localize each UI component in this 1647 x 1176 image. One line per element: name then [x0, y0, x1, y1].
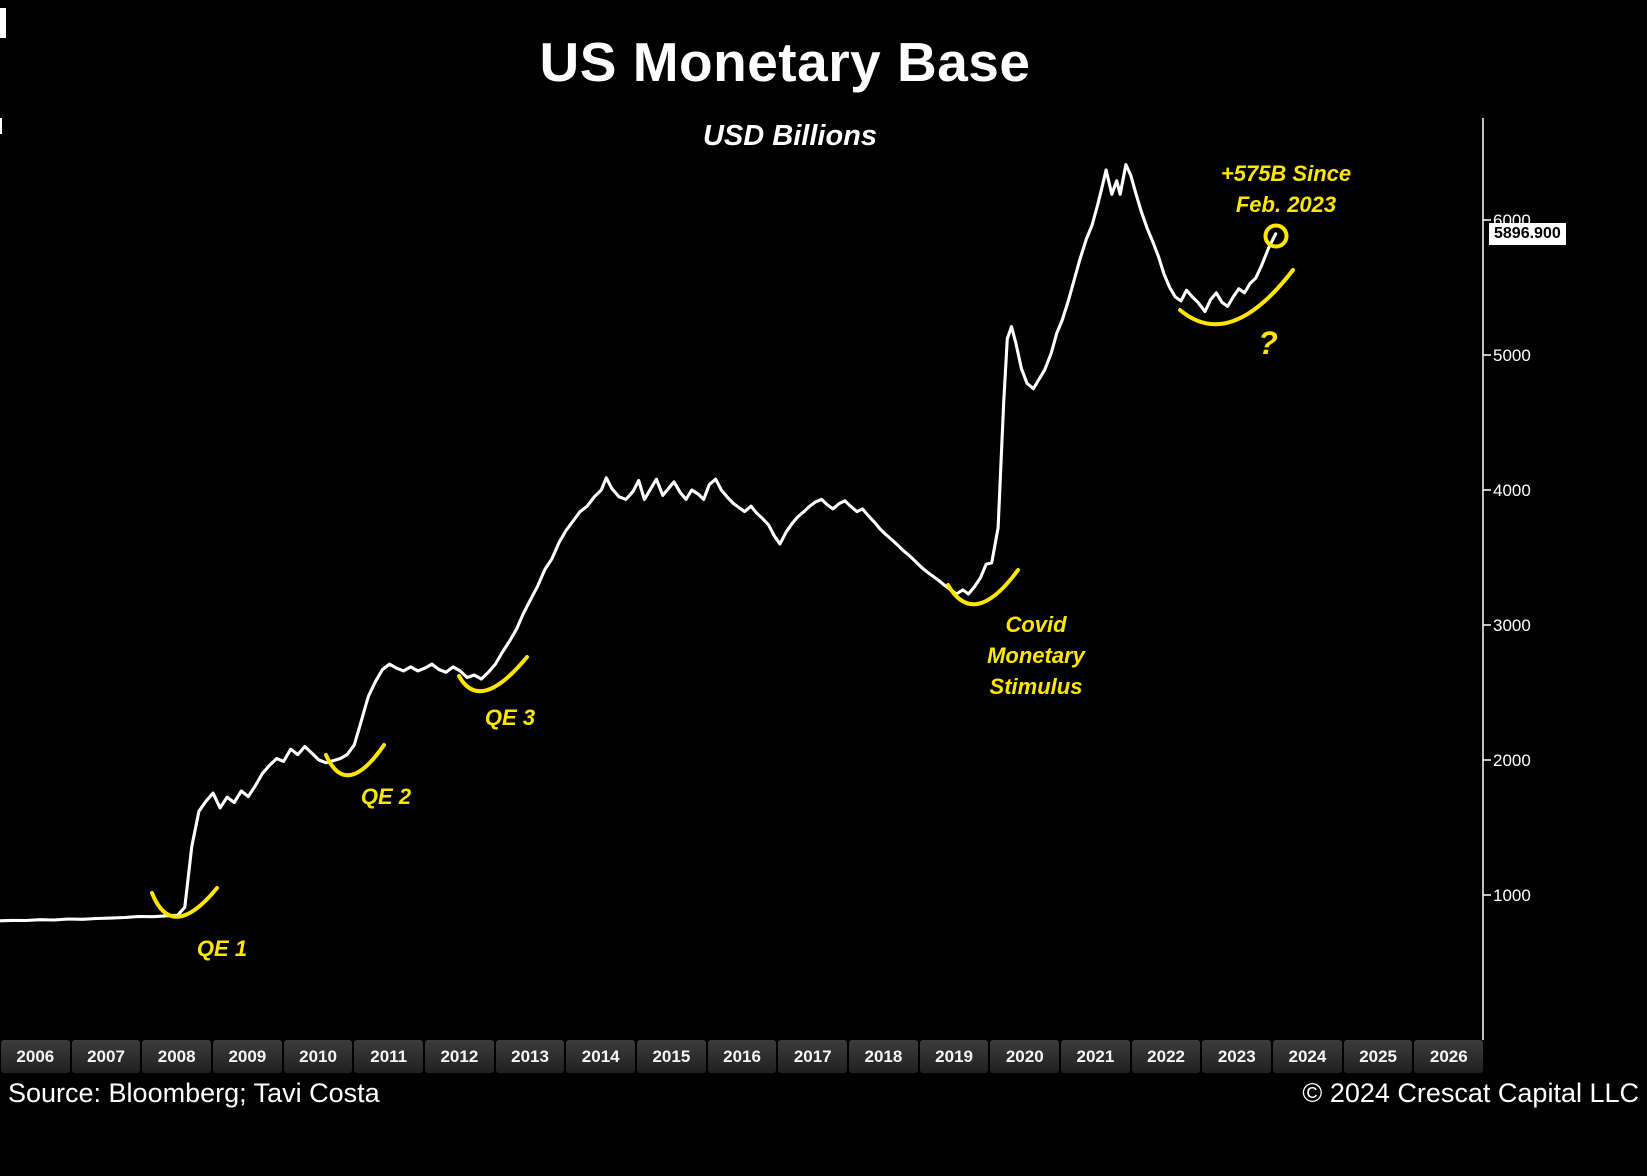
- last-price-tag: 5896.900: [1489, 222, 1566, 245]
- x-axis-year-label: 2018: [849, 1040, 918, 1073]
- monetary-base-line: [0, 163, 1278, 923]
- since-feb-label-line1: +575B Since: [1221, 161, 1351, 186]
- qe2-label: QE 2: [361, 784, 412, 809]
- covid-arc: [946, 568, 1020, 607]
- y-tick-label: 1000: [1493, 886, 1531, 905]
- x-axis-year-strip: 2006 2007 2008 2009 2010 2011 2012 2013 2014 2015…: [0, 1040, 1484, 1073]
- covid-label-line3: Stimulus: [990, 674, 1083, 699]
- y-tick-label: 2000: [1493, 751, 1531, 770]
- question-mark-label: ?: [1258, 325, 1278, 361]
- x-axis-year-label: 2016: [707, 1040, 777, 1073]
- x-axis-year-label: 2017: [778, 1040, 848, 1073]
- x-axis-year-label: 2026: [1414, 1040, 1484, 1073]
- qe1-label: QE 1: [197, 936, 247, 961]
- x-axis-year-label: 2014: [566, 1040, 636, 1073]
- covid-label-line2: Monetary: [987, 643, 1087, 668]
- chart-title: US Monetary Base: [539, 31, 1031, 93]
- x-axis-year-label: 2020: [990, 1040, 1060, 1073]
- y-tick-label: 5000: [1493, 346, 1531, 365]
- x-axis-year-label: 2015: [637, 1040, 706, 1073]
- x-axis-year-label: 2025: [1343, 1040, 1413, 1073]
- x-axis-year-label: 2007: [71, 1040, 141, 1073]
- source-attribution: Source: Bloomberg; Tavi Costa: [8, 1078, 380, 1108]
- x-axis-year-label: 2013: [495, 1040, 565, 1073]
- x-axis-year-label: 2006: [1, 1040, 70, 1073]
- x-axis-year-label: 2012: [425, 1040, 494, 1073]
- x-axis-year-label: 2023: [1202, 1040, 1272, 1073]
- covid-label-line1: Covid: [1005, 612, 1067, 637]
- since-feb-label-line2: Feb. 2023: [1236, 192, 1336, 217]
- x-axis-year-label: 2011: [354, 1040, 424, 1073]
- x-axis-year-label: 2021: [1061, 1040, 1130, 1073]
- x-axis-year-label: 2010: [283, 1040, 353, 1073]
- qe3-arc: [457, 655, 529, 694]
- endpoint-circle: [1263, 223, 1289, 249]
- chart-subtitle: USD Billions: [702, 120, 877, 152]
- qe2-arc: [324, 743, 386, 777]
- x-axis-year-label: 2008: [142, 1040, 212, 1073]
- qe1-arc: [150, 886, 219, 919]
- y-tick-label: 4000: [1493, 481, 1531, 500]
- qe3-label: QE 3: [485, 705, 535, 730]
- copyright-notice: © 2024 Crescat Capital LLC: [1302, 1078, 1639, 1108]
- screen-artifact-top-left: [0, 8, 6, 38]
- x-axis-year-label: 2019: [919, 1040, 989, 1073]
- plot-left-edge-tick: [0, 118, 2, 134]
- question-arc: [1178, 268, 1295, 327]
- x-axis-year-label: 2009: [213, 1040, 282, 1073]
- x-axis-year-label: 2024: [1273, 1040, 1342, 1073]
- x-axis-year-label: 2022: [1131, 1040, 1201, 1073]
- y-tick-label: 3000: [1493, 616, 1531, 635]
